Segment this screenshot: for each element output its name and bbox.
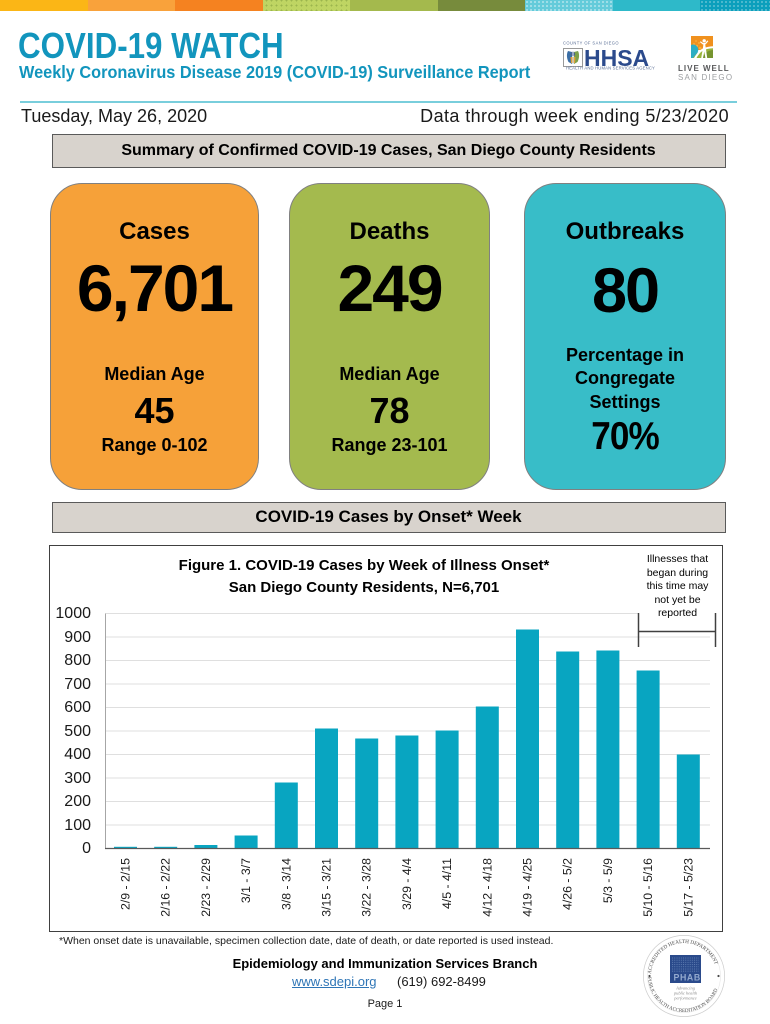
svg-text:4/12 - 4/18: 4/12 - 4/18 (480, 858, 494, 917)
svg-text:2/9 - 2/15: 2/9 - 2/15 (119, 858, 133, 910)
svg-text:Advancing: Advancing (675, 986, 696, 991)
svg-text:3/1 - 3/7: 3/1 - 3/7 (239, 858, 253, 903)
svg-text:3/15 - 3/21: 3/15 - 3/21 (320, 858, 334, 917)
svg-text:2/23 - 2/29: 2/23 - 2/29 (199, 858, 213, 917)
svg-text:4/26 - 5/2: 4/26 - 5/2 (561, 858, 575, 910)
svg-text:PHAB: PHAB (674, 973, 701, 983)
svg-text:performance: performance (673, 996, 696, 1001)
svg-text:5/17 - 5/23: 5/17 - 5/23 (681, 858, 695, 917)
svg-text:3/29 - 4/4: 3/29 - 4/4 (400, 858, 414, 910)
svg-text:5/10 - 5/16: 5/10 - 5/16 (641, 858, 655, 917)
svg-text:4/5 - 4/11: 4/5 - 4/11 (440, 858, 454, 909)
svg-text:5/3 - 5/9: 5/3 - 5/9 (601, 858, 615, 903)
svg-text:2/16 - 2/22: 2/16 - 2/22 (159, 858, 173, 917)
svg-text:3/8 - 3/14: 3/8 - 3/14 (279, 858, 293, 910)
svg-text:4/19 - 4/25: 4/19 - 4/25 (521, 858, 535, 917)
svg-text:public health: public health (673, 991, 698, 996)
svg-text:3/22 - 3/28: 3/22 - 3/28 (360, 858, 374, 917)
